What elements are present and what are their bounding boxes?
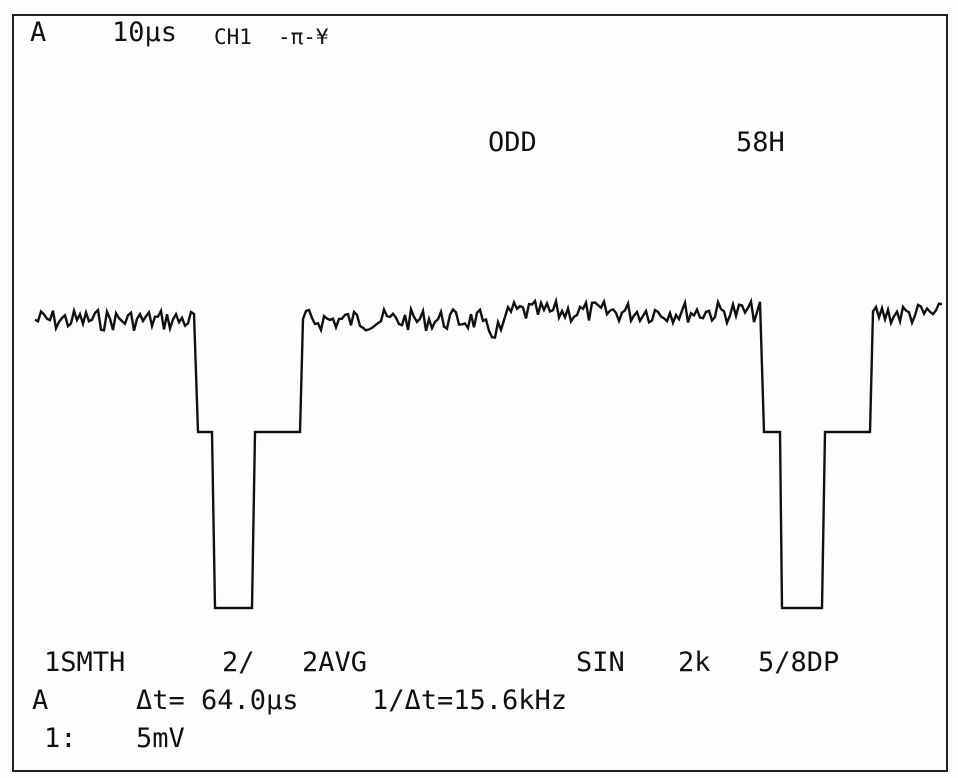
screen-frame [12, 14, 948, 772]
timebase: 10µs [112, 17, 178, 48]
interpolation: SIN [576, 647, 625, 678]
volts-per-div: 5mV [136, 723, 185, 754]
record-length: 2k [678, 647, 711, 678]
line-label: 58H [736, 127, 785, 158]
cursor-mode: A [32, 685, 49, 716]
average: 2AVG [302, 647, 368, 678]
ratio: 2/ [222, 647, 255, 678]
field-label: ODD [488, 127, 537, 158]
smooth: 1SMTH [44, 647, 126, 678]
delta-t: Δt= 64.0µs [136, 685, 299, 716]
points: 5/8DP [758, 647, 840, 678]
trigger-symbol: -π-¥ [278, 25, 329, 49]
mode-label: A [30, 17, 47, 48]
waveform-trace [34, 296, 943, 610]
inverse-delta-t: 1/Δt=15.6kHz [372, 685, 568, 716]
channel-number: 1: [44, 723, 77, 754]
channel: CH1 [214, 25, 252, 49]
